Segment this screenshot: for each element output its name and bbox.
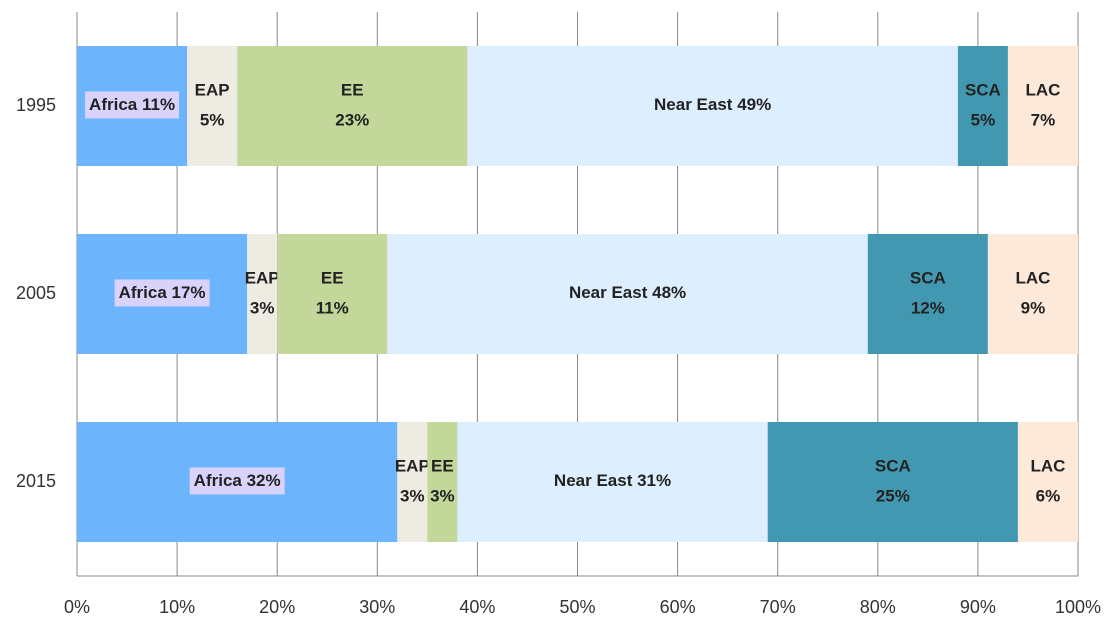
data-label: SCA 25% [875,456,911,505]
x-tick-label: 60% [660,597,696,617]
x-tick-label: 90% [960,597,996,617]
series-name: SCA [910,268,946,287]
data-label-text: Africa 11% [89,95,175,114]
bar-segment [467,46,958,166]
series-name: LAC [1025,80,1060,99]
value-label: 32% [247,471,281,490]
y-tick-label: 1995 [16,95,56,115]
series-name: EE [431,456,454,475]
bar-segment [957,46,1008,166]
data-label: Africa 11% [85,91,180,119]
data-label: SCA 5% [965,80,1001,129]
bar-segment [277,234,388,354]
bar-segment [1017,422,1078,542]
value-label: 5% [971,110,996,129]
label-box [189,467,285,495]
x-tick-label: 100% [1055,597,1101,617]
x-tick-label: 40% [459,597,495,617]
value-label: 3% [400,486,425,505]
data-label-text: Near East 49% [654,95,771,114]
value-label: 23% [335,110,369,129]
bar-segment [387,234,868,354]
label-box [114,279,210,307]
data-label: EAP 3% [395,456,430,505]
bar-segment [237,46,468,166]
series-name: SCA [965,80,1001,99]
value-label: 6% [1036,486,1061,505]
data-label: Near East 31% [554,471,671,490]
x-tick-label: 0% [64,597,90,617]
value-label: 17% [172,283,206,302]
series-name: EE [341,80,364,99]
data-label: Near East 49% [654,95,771,114]
data-label: LAC 9% [1015,268,1050,317]
series-name: SCA [875,456,911,475]
x-tick-label: 10% [159,597,195,617]
series-name: Africa [119,283,168,302]
series-name: EAP [195,80,230,99]
x-tick-label: 30% [359,597,395,617]
series-name: EAP [245,268,280,287]
bar-segment [427,422,458,542]
value-label: 11% [316,298,349,317]
bar-segment [987,234,1078,354]
data-label-text: Africa 17% [119,283,206,302]
bar-segment [767,422,1018,542]
x-tick-label: 70% [760,597,796,617]
series-name: EAP [395,456,430,475]
value-label: 49% [737,95,771,114]
series-name: Near East [554,471,633,490]
data-label: EE 11% [316,268,349,317]
value-label: 11% [142,95,175,114]
bar-segment [1007,46,1078,166]
data-label: Near East 48% [569,283,686,302]
value-label: 3% [250,298,275,317]
series-name: Africa [89,95,138,114]
series-name: LAC [1015,268,1050,287]
series-name: LAC [1030,456,1065,475]
x-tick-label: 80% [860,597,896,617]
data-label-text: Near East 31% [554,471,671,490]
y-tick-label: 2005 [16,283,56,303]
value-label: 7% [1031,110,1056,129]
bar-segment [187,46,238,166]
value-label: 3% [430,486,455,505]
data-label: EE 23% [335,80,369,129]
data-label: LAC 6% [1030,456,1065,505]
data-label: EE 3% [430,456,455,505]
value-label: 12% [911,298,945,317]
value-label: 5% [200,110,225,129]
bar-segment [457,422,768,542]
data-label: SCA 12% [910,268,946,317]
bar-segment [397,422,428,542]
series-name: Africa [194,471,243,490]
series-name: Near East [654,95,733,114]
label-box [85,91,180,119]
bar-segment [867,234,988,354]
data-label: Africa 17% [114,279,210,307]
x-tick-label: 20% [259,597,295,617]
data-label: EAP 5% [195,80,230,129]
data-label-text: Near East 48% [569,283,686,302]
value-label: 25% [876,486,910,505]
data-label: EAP 3% [245,268,280,317]
data-label: LAC 7% [1025,80,1060,129]
series-name: Near East [569,283,648,302]
data-label-text: Africa 32% [194,471,281,490]
data-label: Africa 32% [189,467,285,495]
value-label: 48% [652,283,686,302]
value-label: 9% [1021,298,1046,317]
value-label: 31% [637,471,671,490]
x-tick-label: 50% [559,597,595,617]
bar-segment [247,234,278,354]
series-name: EE [321,268,344,287]
y-tick-label: 2015 [16,471,56,491]
